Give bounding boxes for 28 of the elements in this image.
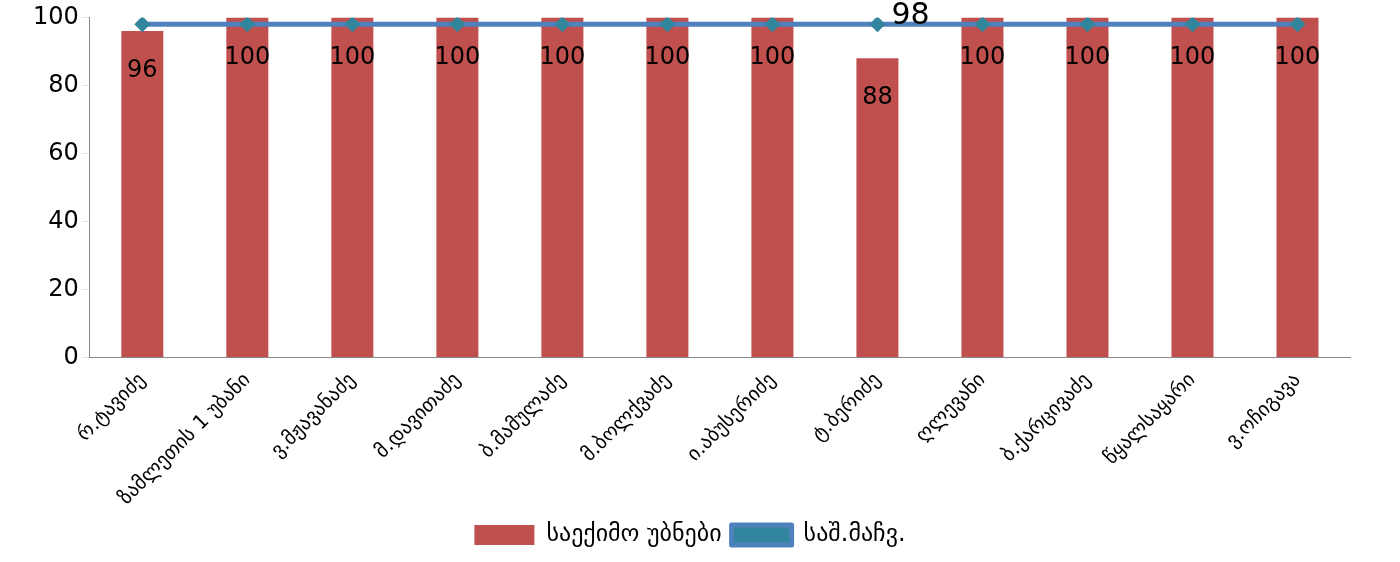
bar bbox=[646, 17, 689, 358]
bar bbox=[541, 17, 584, 358]
bar bbox=[751, 17, 794, 358]
y-tick-label: 60 bbox=[48, 137, 79, 166]
bar bbox=[1066, 17, 1109, 358]
y-tick-label: 80 bbox=[48, 69, 79, 98]
data-label: 100 bbox=[1064, 41, 1111, 70]
legend-label: საშ.მაჩვ. bbox=[803, 519, 906, 548]
legend-label: საექიმო უბნები bbox=[546, 519, 722, 548]
bar bbox=[331, 17, 374, 358]
bar bbox=[226, 17, 269, 358]
bar bbox=[961, 17, 1004, 358]
data-label: 100 bbox=[959, 41, 1006, 70]
data-label: 88 bbox=[862, 82, 893, 111]
data-label: 100 bbox=[1169, 41, 1216, 70]
bar bbox=[1276, 17, 1319, 358]
y-tick-label: 40 bbox=[48, 205, 79, 234]
y-tick-label: 100 bbox=[33, 1, 79, 30]
data-label: 96 bbox=[127, 55, 158, 84]
data-label: 100 bbox=[749, 41, 796, 70]
bar bbox=[121, 31, 164, 358]
data-label: 100 bbox=[1274, 41, 1321, 70]
y-tick-label: 20 bbox=[48, 273, 79, 302]
y-tick-label: 0 bbox=[63, 341, 79, 370]
data-label: 98 bbox=[891, 0, 930, 31]
bar bbox=[1171, 17, 1214, 358]
bar bbox=[436, 17, 479, 358]
bar bbox=[856, 58, 899, 358]
